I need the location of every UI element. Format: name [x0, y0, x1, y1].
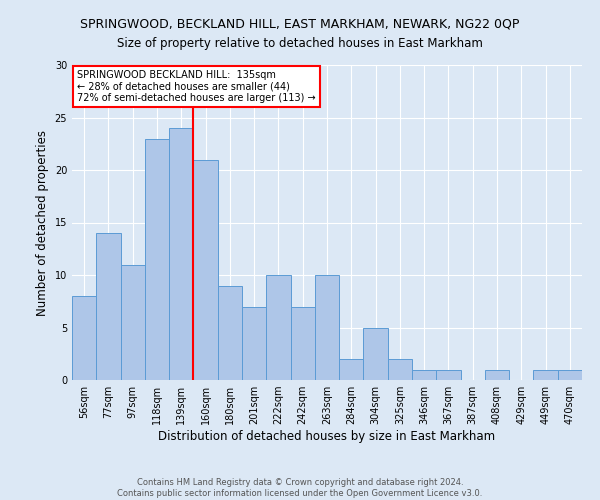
- Bar: [364, 328, 388, 380]
- Bar: [121, 264, 145, 380]
- Y-axis label: Number of detached properties: Number of detached properties: [36, 130, 49, 316]
- Bar: [72, 296, 96, 380]
- Bar: [193, 160, 218, 380]
- Bar: [412, 370, 436, 380]
- Bar: [315, 275, 339, 380]
- Bar: [218, 286, 242, 380]
- X-axis label: Distribution of detached houses by size in East Markham: Distribution of detached houses by size …: [158, 430, 496, 443]
- Bar: [96, 233, 121, 380]
- Text: SPRINGWOOD, BECKLAND HILL, EAST MARKHAM, NEWARK, NG22 0QP: SPRINGWOOD, BECKLAND HILL, EAST MARKHAM,…: [80, 18, 520, 30]
- Bar: [388, 359, 412, 380]
- Bar: [533, 370, 558, 380]
- Text: SPRINGWOOD BECKLAND HILL:  135sqm
← 28% of detached houses are smaller (44)
72% : SPRINGWOOD BECKLAND HILL: 135sqm ← 28% o…: [77, 70, 316, 103]
- Bar: [242, 306, 266, 380]
- Bar: [339, 359, 364, 380]
- Bar: [169, 128, 193, 380]
- Bar: [145, 138, 169, 380]
- Bar: [485, 370, 509, 380]
- Bar: [558, 370, 582, 380]
- Bar: [436, 370, 461, 380]
- Text: Size of property relative to detached houses in East Markham: Size of property relative to detached ho…: [117, 38, 483, 51]
- Text: Contains HM Land Registry data © Crown copyright and database right 2024.
Contai: Contains HM Land Registry data © Crown c…: [118, 478, 482, 498]
- Bar: [266, 275, 290, 380]
- Bar: [290, 306, 315, 380]
